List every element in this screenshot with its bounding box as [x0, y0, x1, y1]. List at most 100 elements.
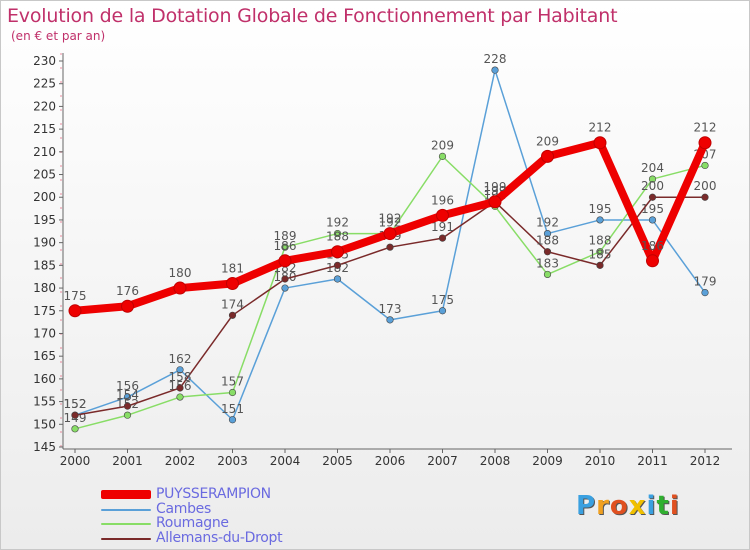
data-label-roumagne: 188	[589, 234, 612, 248]
legend-label: Cambes	[156, 500, 211, 517]
data-label-puysserampion: 192	[379, 212, 402, 226]
data-point-cambes	[491, 66, 499, 74]
data-point-puysserampion	[698, 136, 712, 150]
x-tick-label: 2001	[112, 454, 143, 468]
data-label-roumagne: 209	[431, 138, 454, 152]
data-point-roumagne	[543, 270, 552, 279]
chart-title: Evolution de la Dotation Globale de Fonc…	[7, 5, 618, 27]
data-point-cambes	[438, 307, 447, 315]
y-tick-label: 155	[33, 395, 56, 409]
logo-letter: t	[656, 491, 670, 521]
logo-letter: P	[576, 491, 597, 521]
data-label-puysserampion: 180	[169, 266, 192, 280]
logo-letter: x	[628, 491, 647, 521]
data-label-puysserampion: 212	[589, 121, 612, 135]
data-point-puysserampion	[121, 299, 134, 313]
data-point-allemans-du-dropt	[596, 261, 604, 269]
data-point-cambes	[123, 393, 132, 401]
data-label-cambes: 151	[221, 402, 244, 416]
x-tick-label: 2000	[60, 454, 91, 468]
legend-swatch	[101, 490, 151, 499]
data-point-cambes	[176, 366, 184, 374]
data-label-puysserampion: 196	[431, 193, 454, 207]
logo-letter: i	[669, 491, 680, 521]
legend-swatch	[101, 523, 151, 525]
data-label-roumagne: 192	[379, 216, 402, 230]
data-label-puysserampion: 176	[116, 284, 139, 298]
data-label-cambes: 179	[694, 275, 717, 289]
data-label-cambes: 228	[484, 52, 507, 66]
proxiti-logo: Proxiti	[576, 491, 680, 521]
x-tick-label: 2009	[532, 454, 563, 468]
data-point-puysserampion	[278, 254, 292, 268]
data-point-roumagne	[281, 243, 289, 251]
y-tick-label: 205	[33, 168, 56, 182]
data-label-cambes: 192	[536, 216, 559, 230]
data-point-puysserampion	[488, 195, 502, 209]
data-point-allemans-du-dropt	[648, 193, 657, 201]
data-label-roumagne: 183	[536, 256, 559, 270]
data-point-roumagne	[701, 161, 709, 170]
data-point-cambes	[701, 289, 709, 297]
data-label-cambes: 173	[379, 302, 402, 316]
y-tick-label: 200	[33, 190, 56, 204]
data-point-puysserampion	[173, 281, 187, 295]
data-point-cambes	[228, 416, 237, 424]
data-label-puysserampion: 212	[694, 121, 717, 135]
data-point-cambes	[281, 284, 289, 292]
data-point-roumagne	[648, 175, 657, 183]
data-point-cambes	[333, 275, 342, 283]
legend-swatch	[101, 508, 151, 511]
data-label-puysserampion: 181	[221, 262, 244, 276]
data-point-allemans-du-dropt	[333, 261, 342, 269]
logo-letter: r	[596, 491, 610, 521]
logo-letter: i	[646, 491, 657, 521]
data-point-puysserampion	[383, 227, 397, 241]
data-label-roumagne: 189	[274, 229, 297, 243]
data-point-allemans-du-dropt	[228, 311, 237, 319]
data-label-allemans-du-dropt: 154	[116, 388, 139, 402]
y-tick-label: 225	[33, 77, 56, 91]
data-point-puysserampion	[68, 304, 82, 318]
data-label-allemans-du-dropt: 191	[431, 220, 454, 234]
y-tick-label: 160	[33, 372, 56, 386]
y-tick-label: 180	[33, 281, 56, 295]
x-tick-label: 2007	[427, 454, 458, 468]
data-label-puysserampion: 186	[641, 239, 664, 253]
legend-label: PUYSSERAMPION	[156, 486, 271, 502]
data-point-cambes	[386, 316, 394, 324]
data-label-puysserampion: 175	[64, 289, 87, 303]
data-label-allemans-du-dropt: 158	[169, 370, 192, 384]
data-point-allemans-du-dropt	[71, 411, 79, 419]
y-tick-label: 150	[33, 417, 56, 431]
y-tick-label: 230	[33, 54, 56, 68]
y-tick-label: 215	[33, 122, 56, 136]
x-tick-label: 2008	[480, 454, 511, 468]
x-tick-label: 2010	[585, 454, 616, 468]
data-point-allemans-du-dropt	[701, 193, 709, 201]
data-point-puysserampion	[436, 208, 449, 222]
data-point-roumagne	[71, 425, 79, 433]
data-point-allemans-du-dropt	[438, 234, 447, 242]
legend-swatch	[101, 537, 151, 540]
y-tick-label: 175	[33, 304, 56, 318]
data-label-allemans-du-dropt: 185	[589, 247, 612, 261]
x-tick-label: 2004	[270, 454, 301, 468]
x-tick-label: 2002	[165, 454, 196, 468]
data-label-roumagne: 192	[326, 216, 349, 230]
legend-label: Allemans-du-Dropt	[156, 529, 283, 546]
data-label-cambes: 162	[169, 352, 192, 366]
y-tick-label: 165	[33, 349, 56, 363]
data-label-puysserampion: 186	[274, 239, 297, 253]
data-point-puysserampion	[646, 254, 659, 268]
x-tick-label: 2005	[322, 454, 353, 468]
data-point-puysserampion	[226, 277, 239, 291]
x-tick-label: 2012	[690, 454, 721, 468]
data-point-puysserampion	[541, 149, 554, 163]
data-label-puysserampion: 199	[484, 180, 507, 194]
y-tick-label: 195	[33, 213, 56, 227]
data-label-allemans-du-dropt: 152	[64, 397, 87, 411]
data-label-cambes: 156	[116, 379, 139, 393]
data-point-allemans-du-dropt	[281, 275, 289, 283]
